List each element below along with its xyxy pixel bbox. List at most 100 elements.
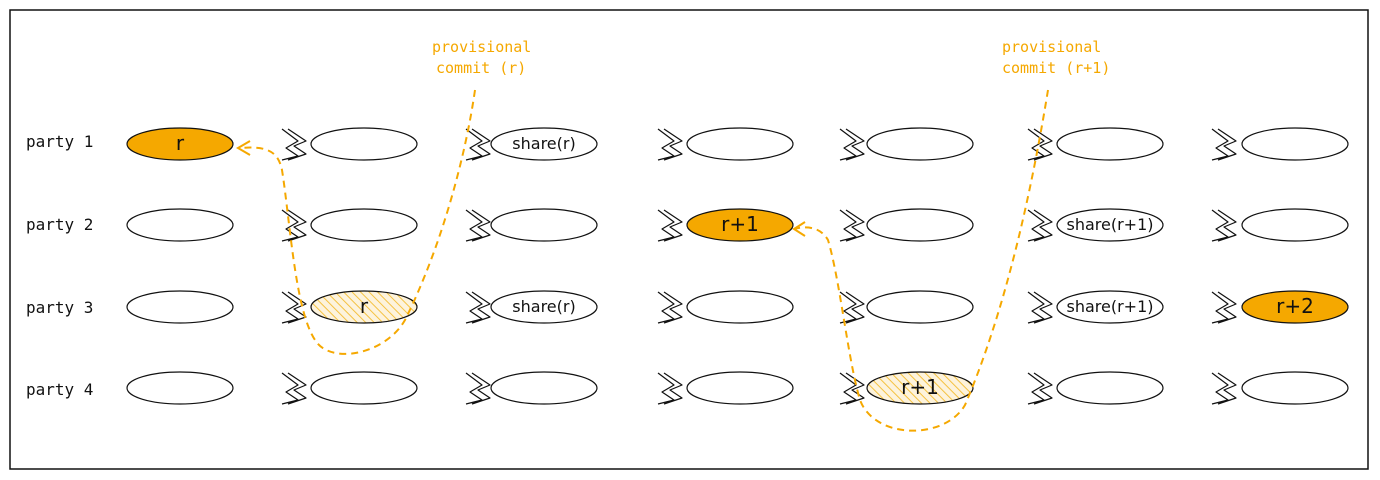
node-p2-c7	[1241, 208, 1349, 242]
node-p4-c3	[490, 371, 598, 405]
double-chevron-right-icon	[465, 372, 491, 405]
node-p3-c4	[686, 290, 794, 324]
double-chevron-right-icon	[839, 209, 865, 242]
node-ellipse	[1241, 208, 1349, 242]
node-ellipse	[310, 290, 418, 324]
party-label-3: party 3	[26, 298, 93, 317]
node-p1-c2	[310, 127, 418, 161]
node-p4-c5: r+1	[866, 371, 974, 405]
node-p1-c6	[1056, 127, 1164, 161]
double-chevron-right-icon	[1211, 128, 1237, 161]
annotation-commit-r1-line2: commit (r+1)	[1002, 59, 1110, 77]
double-chevron-right-icon	[281, 209, 307, 242]
node-label: share(r+1)	[1067, 215, 1154, 234]
node-label: r+1	[901, 375, 939, 399]
arrow-layer	[281, 128, 1237, 405]
node-ellipse	[126, 371, 234, 405]
node-p3-c7: r+2	[1241, 290, 1349, 324]
node-label: r	[360, 294, 369, 318]
annotation-commit-r1-line1: provisional	[1002, 38, 1101, 56]
party-labels: party 1 party 2 party 3 party 4	[26, 132, 93, 399]
annotations: provisional commit (r) provisional commi…	[432, 38, 1110, 77]
double-chevron-right-icon	[465, 291, 491, 324]
node-p2-c6: share(r+1)	[1056, 208, 1164, 242]
node-ellipse	[490, 290, 598, 324]
annotation-commit-r-line2: commit (r)	[436, 59, 526, 77]
double-chevron-right-icon	[657, 128, 683, 161]
commit-curves	[236, 89, 1049, 432]
node-p2-c5	[866, 208, 974, 242]
double-chevron-right-icon	[281, 372, 307, 405]
node-p1-c7	[1241, 127, 1349, 161]
node-ellipse	[310, 208, 418, 242]
double-chevron-right-icon	[1027, 372, 1053, 405]
node-p3-c5	[866, 290, 974, 324]
node-ellipse	[490, 127, 598, 161]
node-p4-c1	[126, 371, 234, 405]
node-ellipse	[1056, 371, 1164, 405]
node-label: r+2	[1276, 294, 1314, 318]
node-ellipse	[310, 127, 418, 161]
node-ellipse	[490, 371, 598, 405]
node-ellipse	[126, 290, 234, 324]
node-p2-c3	[490, 208, 598, 242]
node-ellipse	[1056, 208, 1164, 242]
node-ellipse	[686, 208, 794, 242]
double-chevron-right-icon	[1027, 209, 1053, 242]
node-p2-c1	[126, 208, 234, 242]
party-label-4: party 4	[26, 380, 93, 399]
node-p4-c7	[1241, 371, 1349, 405]
annotation-commit-r-line1: provisional	[432, 38, 531, 56]
commit-arrowhead-r1	[792, 221, 806, 237]
node-p1-c4	[686, 127, 794, 161]
double-chevron-right-icon	[657, 372, 683, 405]
node-p1-c3: share(r)	[490, 127, 598, 161]
node-label: r+1	[721, 212, 759, 236]
double-chevron-right-icon	[657, 291, 683, 324]
double-chevron-right-icon	[465, 128, 491, 161]
commit-curve-r	[239, 89, 476, 355]
node-ellipse	[866, 371, 974, 405]
double-chevron-right-icon	[1027, 128, 1053, 161]
node-ellipse	[1056, 290, 1164, 324]
node-ellipse	[1241, 127, 1349, 161]
double-chevron-right-icon	[281, 128, 307, 161]
node-p4-c2	[310, 371, 418, 405]
double-chevron-right-icon	[1211, 209, 1237, 242]
double-chevron-right-icon	[1027, 291, 1053, 324]
node-p3-c3: share(r)	[490, 290, 598, 324]
double-chevron-right-icon	[657, 209, 683, 242]
party-label-2: party 2	[26, 215, 93, 234]
node-ellipse	[866, 127, 974, 161]
node-ellipse	[686, 127, 794, 161]
node-ellipse	[1056, 127, 1164, 161]
node-label: share(r)	[512, 134, 575, 153]
double-chevron-right-icon	[465, 209, 491, 242]
commit-arrowhead-r	[236, 140, 251, 156]
node-p2-c2	[310, 208, 418, 242]
commit-curve-r1	[793, 89, 1049, 432]
double-chevron-right-icon	[839, 128, 865, 161]
node-p3-c1	[126, 290, 234, 324]
node-ellipse	[1241, 371, 1349, 405]
double-chevron-right-icon	[839, 291, 865, 324]
node-ellipse	[686, 290, 794, 324]
node-p3-c2: r	[310, 290, 418, 324]
node-layer: r share(r) r+1 share(r+1) r share(r) share(r+1…	[126, 127, 1349, 405]
double-chevron-right-icon	[839, 372, 865, 405]
node-ellipse	[126, 127, 234, 161]
node-label: r	[176, 131, 185, 155]
node-p1-c1: r	[126, 127, 234, 161]
node-p4-c6	[1056, 371, 1164, 405]
node-ellipse	[490, 208, 598, 242]
double-chevron-right-icon	[1211, 291, 1237, 324]
node-p2-c4: r+1	[686, 208, 794, 242]
node-p3-c6: share(r+1)	[1056, 290, 1164, 324]
node-label: share(r)	[512, 297, 575, 316]
node-ellipse	[1241, 290, 1349, 324]
double-chevron-right-icon	[1211, 372, 1237, 405]
node-p1-c5	[866, 127, 974, 161]
node-p4-c4	[686, 371, 794, 405]
node-ellipse	[686, 371, 794, 405]
